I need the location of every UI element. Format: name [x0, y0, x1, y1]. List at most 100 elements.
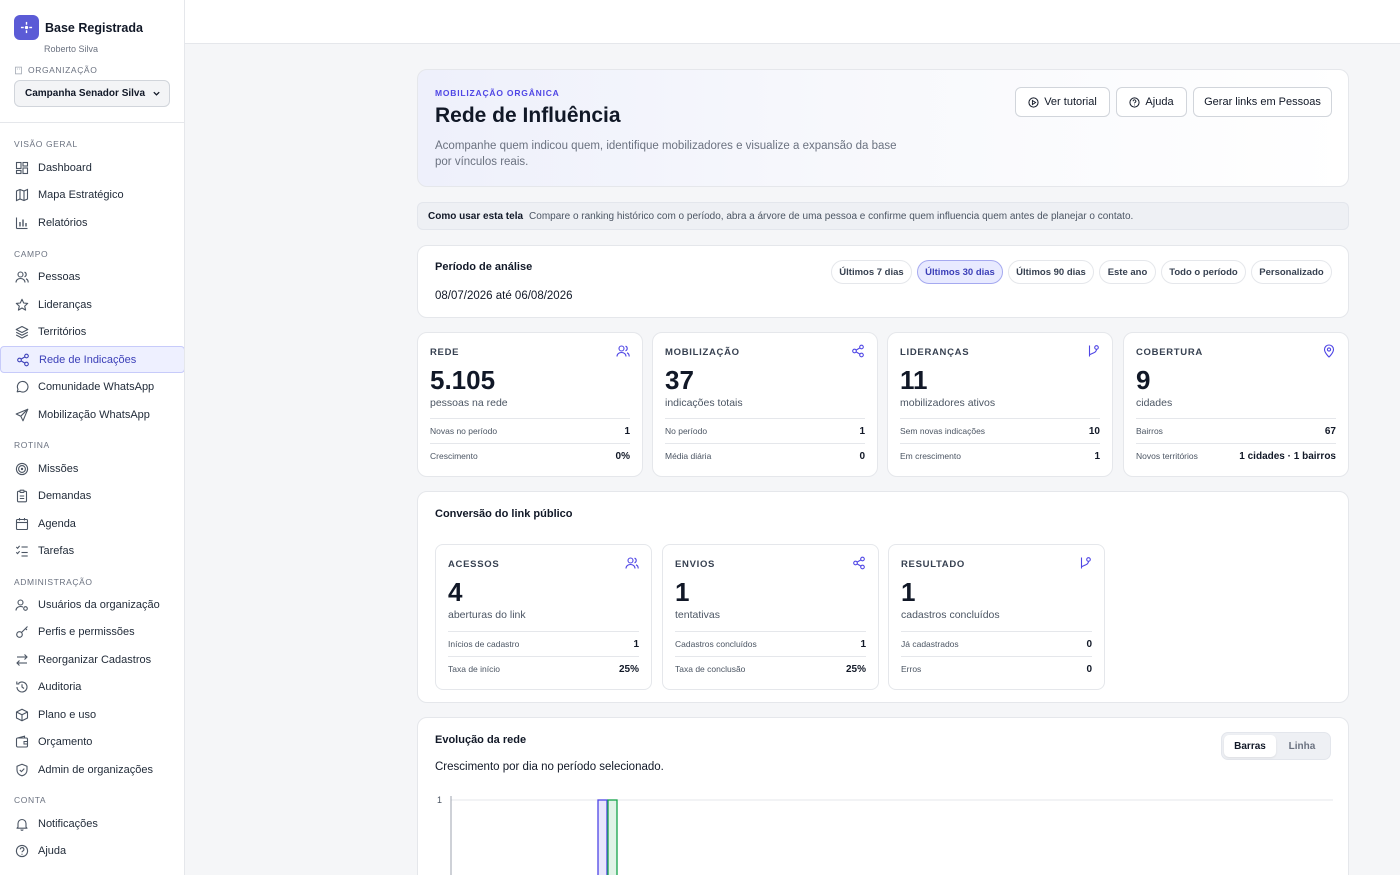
sidebar-item-comunidade[interactable]: Comunidade WhatsApp [0, 373, 184, 400]
sidebar-item-admin-orgs[interactable]: Admin de organizações [0, 756, 184, 783]
section-admin: ADMINISTRAÇÃO [14, 577, 93, 587]
section-routine: ROTINA [14, 440, 50, 450]
stat-value: 11 [900, 365, 928, 395]
share-icon [853, 556, 865, 570]
arrows-exchange-icon [16, 653, 28, 666]
chart-y-tick-label: 1 [437, 795, 442, 805]
stat-card-cobertura: COBERTURA 9 cidades Bairros 67 Novos terr… [1123, 332, 1349, 477]
conversion-card-envios: ENVIOS 1 tentativas Cadastros concluídos… [662, 544, 879, 690]
package-icon [15, 708, 29, 721]
brand[interactable]: Base Registrada [14, 15, 143, 40]
stat-sub: tentativas [675, 609, 720, 621]
stat-value: 5.105 [430, 365, 496, 395]
stat-label: REDE [430, 347, 460, 358]
period-option-all[interactable]: Todo o período [1161, 260, 1246, 284]
sidebar-item-relatorios[interactable]: Relatórios [0, 209, 184, 236]
stat-label: LIDERANÇAS [900, 347, 970, 358]
toggle-bars[interactable]: Barras [1224, 735, 1276, 757]
calendar-icon [15, 517, 29, 530]
stat-sub: aberturas do link [448, 609, 526, 621]
page-title: Rede de Influência [435, 104, 621, 127]
sidebar-item-pessoas[interactable]: Pessoas [0, 263, 184, 290]
chart-bar[interactable] [607, 799, 618, 875]
period-option-7[interactable]: Últimos 7 dias [831, 260, 912, 284]
section-field: CAMPO [14, 249, 49, 259]
sidebar-item-perfis[interactable]: Perfis e permissões [0, 618, 184, 645]
sidebar-item-tarefas[interactable]: Tarefas [0, 537, 184, 564]
stat-row: Erros 0 [901, 656, 1092, 681]
stat-sub: cadastros concluídos [901, 609, 1000, 621]
sidebar-item-missoes[interactable]: Missões [0, 455, 184, 482]
history-icon [16, 680, 28, 692]
period-option-custom[interactable]: Personalizado [1251, 260, 1332, 284]
toggle-line[interactable]: Linha [1288, 740, 1316, 752]
sidebar-item-territorios[interactable]: Territórios [0, 318, 184, 345]
stat-row: Taxa de início 25% [448, 656, 639, 681]
help-circle-icon [15, 844, 29, 857]
hero-kicker: MOBILIZAÇÃO ORGÂNICA [435, 88, 560, 98]
top-bar [185, 0, 1400, 44]
sidebar-item-mobilizacao[interactable]: Mobilização WhatsApp [0, 401, 184, 428]
stat-label: COBERTURA [1136, 347, 1203, 358]
stat-row: Cadastros concluídos 1 [675, 631, 866, 656]
sidebar-item-usuarios[interactable]: Usuários da organização [0, 591, 184, 618]
help-circle-icon [1129, 96, 1141, 108]
user-cog-icon [15, 598, 28, 611]
chart-bar[interactable] [597, 799, 608, 875]
sidebar-item-demandas[interactable]: Demandas [0, 482, 184, 509]
git-branch-icon [1088, 345, 1099, 357]
share-icon [17, 353, 29, 366]
logo-icon [14, 15, 39, 40]
stat-row: Taxa de conclusão 25% [675, 656, 866, 681]
map-pin-icon [1323, 344, 1335, 358]
period-option-year[interactable]: Este ano [1099, 260, 1156, 284]
bar-chart-icon [15, 217, 28, 229]
stat-label: ACESSOS [448, 559, 500, 570]
org-select-value: Campanha Senador Silva [25, 88, 146, 99]
user-name: Roberto Silva [44, 44, 99, 54]
layout-icon [15, 161, 29, 174]
share-icon [852, 344, 864, 358]
sidebar-item-auditoria[interactable]: Auditoria [0, 673, 184, 700]
period-option-30[interactable]: Últimos 30 dias [917, 260, 1003, 284]
sidebar-item-plano[interactable]: Plano e uso [0, 701, 184, 728]
period-card: Período de análise 08/07/2026 até 06/08/… [417, 245, 1349, 318]
sidebar-item-rede[interactable]: Rede de Indicações [0, 346, 184, 373]
sidebar-item-notificacoes[interactable]: Notificações [0, 810, 184, 837]
section-overview: VISÃO GERAL [14, 139, 78, 149]
period-range: 08/07/2026 até 06/08/2026 [435, 290, 573, 302]
sidebar-item-mapa[interactable]: Mapa Estratégico [0, 181, 184, 208]
stat-card-liderancas: LIDERANÇAS 11 mobilizadores ativos Sem n… [887, 332, 1113, 477]
sidebar-item-ajuda[interactable]: Ajuda [0, 837, 184, 864]
generate-links-button[interactable]: Gerar links em Pessoas [1193, 87, 1332, 117]
target-icon [15, 462, 29, 475]
stat-value: 1 [675, 577, 690, 607]
stat-label: ENVIOS [675, 559, 716, 570]
stat-label: RESULTADO [901, 559, 966, 570]
sidebar-item-liderancas[interactable]: Lideranças [0, 291, 184, 318]
stat-value: 4 [448, 577, 463, 607]
org-label: ORGANIZAÇÃO [14, 65, 97, 75]
org-select[interactable]: Campanha Senador Silva [14, 80, 170, 107]
sidebar-item-orcamento[interactable]: Orçamento [0, 728, 184, 755]
help-button[interactable]: Ajuda [1116, 87, 1187, 117]
stat-row: Sem novas indicações 10 [900, 418, 1100, 443]
sidebar-item-reorganizar[interactable]: Reorganizar Cadastros [0, 646, 184, 673]
evolution-subtitle: Crescimento por dia no período seleciona… [435, 761, 664, 773]
tutorial-button[interactable]: Ver tutorial [1015, 87, 1110, 117]
building-icon [15, 66, 22, 74]
chevron-down-icon [153, 91, 160, 96]
sidebar-item-agenda[interactable]: Agenda [0, 510, 184, 537]
howto-label: Como usar esta tela [428, 210, 524, 222]
period-option-90[interactable]: Últimos 90 dias [1008, 260, 1094, 284]
stat-row: Crescimento 0% [430, 443, 630, 468]
evolution-title: Evolução da rede [435, 734, 527, 746]
shield-check-icon [16, 763, 28, 776]
conversion-card-resultado: RESULTADO 1 cadastros concluídos Já cada… [888, 544, 1105, 690]
stat-value: 37 [665, 365, 694, 395]
evolution-chart: 1 [437, 795, 1333, 875]
users-icon [616, 345, 630, 357]
git-branch-icon [1080, 557, 1091, 569]
brand-name: Base Registrada [45, 20, 143, 35]
sidebar-item-dashboard[interactable]: Dashboard [0, 154, 184, 181]
